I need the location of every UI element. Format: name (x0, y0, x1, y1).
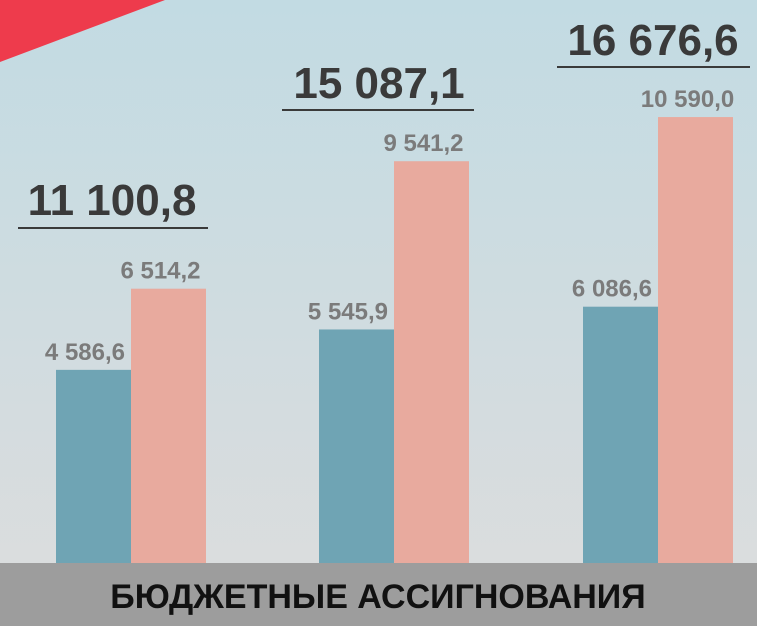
value-label: 5 545,9 (308, 298, 388, 325)
value-label: 10 590,0 (641, 86, 734, 113)
value-label: 4 586,6 (45, 339, 125, 366)
bar (131, 288, 206, 563)
title-band (0, 563, 757, 626)
bar (394, 161, 469, 563)
total-label: 11 100,8 (28, 176, 197, 225)
value-label: 6 086,6 (572, 276, 652, 303)
corner-accent (0, 0, 165, 62)
bar (319, 329, 394, 563)
bar (658, 117, 733, 564)
total-label: 15 087,1 (293, 59, 464, 108)
value-label: 9 541,2 (383, 130, 463, 157)
bar (56, 369, 131, 563)
total-label: 16 676,6 (567, 16, 738, 65)
chart-title: БЮДЖЕТНЫЕ АССИГНОВАНИЯ (110, 578, 645, 616)
bar (583, 306, 658, 563)
value-label: 6 514,2 (120, 258, 200, 285)
